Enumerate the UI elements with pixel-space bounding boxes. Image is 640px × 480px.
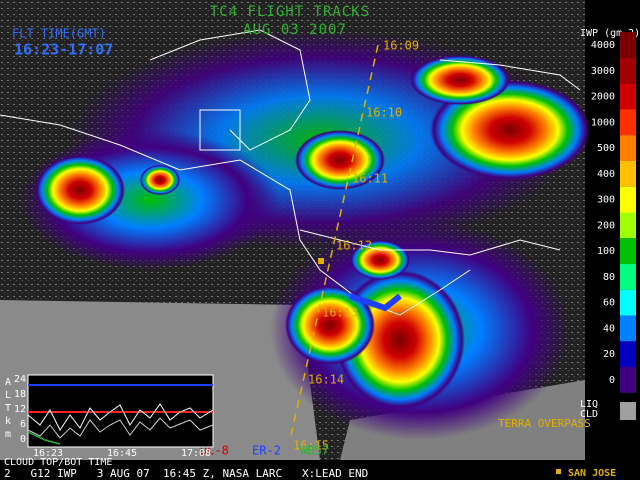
title: TC4 FLIGHT TRACKS bbox=[210, 4, 370, 20]
aircraft-label: WB57 bbox=[300, 444, 329, 458]
inset-y-tick: 18 bbox=[14, 389, 26, 400]
color-swatch bbox=[620, 160, 636, 187]
san-jose-label: SAN JOSE bbox=[568, 468, 616, 479]
color-swatch bbox=[620, 83, 636, 110]
colorbar-label: 60 bbox=[603, 298, 615, 309]
inset-axis-label: L bbox=[5, 390, 11, 401]
flight-time-label: FLT TIME(GMT) bbox=[12, 27, 106, 41]
colorbar-label: 200 bbox=[597, 220, 615, 231]
track-time: 16:11 bbox=[352, 172, 388, 186]
colorbar-label: 2000 bbox=[591, 92, 615, 103]
cloud-top bbox=[27, 403, 214, 431]
terra-overpass: TERRA OVERPASS bbox=[498, 417, 591, 430]
colorbar-label: 400 bbox=[597, 169, 615, 180]
inset-axis-label: A bbox=[5, 377, 11, 388]
colorbar-label: 0 bbox=[609, 375, 615, 386]
track-time: 16:12 bbox=[336, 239, 372, 253]
liq-label: LIQ bbox=[580, 399, 598, 410]
color-swatch bbox=[620, 238, 636, 265]
wb57-altitude bbox=[27, 431, 61, 445]
inset-y-tick: 12 bbox=[14, 404, 26, 415]
colorbar-title: IWP (gm-2) bbox=[580, 28, 640, 39]
inset-y-tick: 24 bbox=[14, 374, 26, 385]
inset-y-tick: 0 bbox=[20, 434, 26, 445]
color-swatch bbox=[620, 212, 636, 239]
coastlines bbox=[0, 29, 581, 316]
colorbar-label: 3000 bbox=[591, 66, 615, 77]
colorbar-label: 1000 bbox=[591, 117, 615, 128]
colorbar: IWP (gm-2) 40003000200010005004003002001… bbox=[580, 28, 640, 420]
san-jose-marker bbox=[318, 258, 324, 264]
cld-label: CLD bbox=[580, 409, 598, 420]
color-swatch bbox=[620, 341, 636, 368]
track-time: 16:09 bbox=[383, 39, 419, 53]
flight-time: 16:23-17:07 bbox=[14, 41, 113, 59]
inset-axis-label: m bbox=[5, 429, 11, 440]
cloud-bottom bbox=[27, 417, 214, 439]
color-swatch bbox=[620, 57, 636, 84]
track-time: 16:13 bbox=[322, 306, 358, 320]
colorbar-label: 300 bbox=[597, 195, 615, 206]
san-jose-icon bbox=[556, 469, 561, 474]
inset-x-tick: 16:45 bbox=[107, 448, 137, 459]
color-swatch bbox=[620, 32, 636, 58]
aircraft-label: ER-2 bbox=[252, 444, 281, 458]
track-time: 16:14 bbox=[308, 373, 344, 387]
status-line: 2 G12 IWP 3 AUG 07 16:45 Z, NASA LARC X:… bbox=[4, 467, 368, 480]
inset-axis-label: k bbox=[5, 416, 11, 427]
color-swatch bbox=[620, 289, 636, 316]
color-swatch bbox=[620, 186, 636, 213]
date: AUG 03 2007 bbox=[243, 22, 347, 38]
er2-arrow bbox=[349, 293, 402, 312]
colorbar-label: 4000 bbox=[591, 40, 615, 51]
inset-caption: CLOUD TOP/BOT TIME bbox=[4, 457, 112, 468]
colorbar-label: 40 bbox=[603, 323, 615, 334]
color-swatch bbox=[620, 264, 636, 290]
track-time: 16:15 bbox=[293, 439, 329, 453]
inset-y-tick: 6 bbox=[20, 419, 26, 430]
background-imagery bbox=[0, 0, 590, 460]
track-time: 16:10 bbox=[366, 106, 402, 120]
color-swatch bbox=[620, 109, 636, 136]
color-swatch bbox=[620, 367, 636, 393]
cloud-swatch bbox=[620, 402, 636, 420]
colorbar-label: 80 bbox=[603, 272, 615, 283]
colorbar-label: 100 bbox=[597, 246, 615, 257]
color-swatch bbox=[620, 135, 636, 161]
colorbar-label: 500 bbox=[597, 143, 615, 154]
flight-track bbox=[289, 44, 379, 441]
colorbar-label: 20 bbox=[603, 349, 615, 360]
color-swatch bbox=[620, 315, 636, 342]
inset-x-tick: 16:23 bbox=[33, 448, 63, 459]
inset-x-tick: 17:08 bbox=[181, 448, 211, 459]
inset-axis-label: T bbox=[5, 403, 11, 414]
